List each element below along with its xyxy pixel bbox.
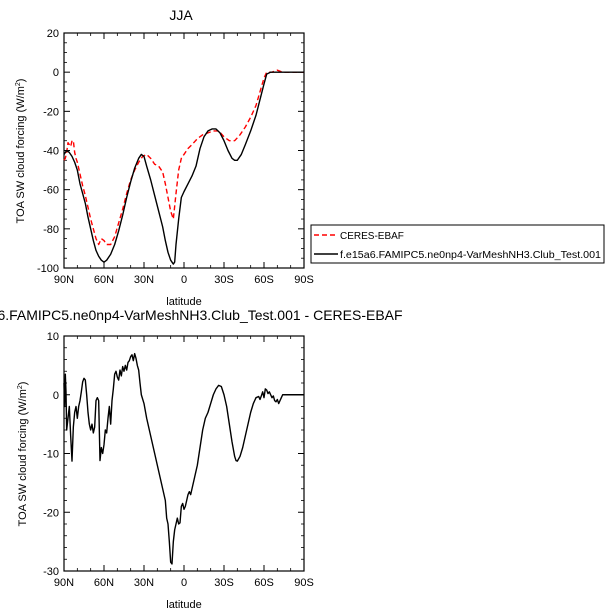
bottom-x-tick-label: 30N	[134, 577, 154, 589]
top-x-tick-label: 60N	[94, 274, 114, 286]
top-ticks: 90N 60N 30N 0 30S 60S 90S 20 0 -20 -40 -60 -80 -100	[37, 28, 314, 286]
top-x-axis-label: latitude	[166, 296, 201, 308]
bottom-x-tick-label: 60S	[254, 577, 274, 589]
legend: CERES-EBAF f.e15a6.FAMIPC5.ne0np4-VarMes…	[310, 224, 605, 264]
bottom-x-tick-label: 0	[181, 577, 187, 589]
legend-label-model: f.e15a6.FAMIPC5.ne0np4-VarMeshNH3.Club_T…	[340, 250, 601, 261]
top-series-line-ceres	[63, 69, 304, 246]
top-panel-title: JJA	[169, 7, 193, 23]
top-plot-frame	[63, 32, 305, 269]
top-x-tick-label: 30S	[214, 274, 234, 286]
bottom-panel: 6.FAMIPC5.ne0np4-VarMeshNH3.Club_Test.00…	[0, 307, 403, 611]
top-y-tick-label: -80	[43, 224, 59, 236]
bottom-panel-title: 6.FAMIPC5.ne0np4-VarMeshNH3.Club_Test.00…	[0, 307, 403, 323]
bottom-y-tick-label: -30	[43, 566, 59, 578]
bottom-y-tick-label: 10	[47, 331, 59, 343]
top-series-line-model	[63, 71, 304, 265]
top-y-tick-label: -100	[37, 263, 59, 275]
bottom-ticks: 90N 60N 30N 0 30S 60S 90S 10 0 -10 -20 -30	[43, 331, 314, 589]
top-y-tick-label: -20	[43, 106, 59, 118]
legend-box	[310, 224, 605, 264]
bottom-y-axis-label: TOA SW cloud forcing (W/m2)	[17, 382, 29, 527]
bottom-y-tick-label: 0	[53, 390, 59, 402]
top-x-tick-label: 90S	[294, 274, 314, 286]
top-panel: JJA latitude TOA SW cloud forcing (W/m2)…	[15, 7, 314, 308]
bottom-y-tick-label: -10	[43, 449, 59, 461]
top-x-tick-label: 60S	[254, 274, 274, 286]
legend-label-ceres: CERES-EBAF	[340, 231, 404, 242]
bottom-series-line-difference	[63, 352, 304, 565]
top-x-tick-label: 90N	[54, 274, 74, 286]
top-x-tick-label: 30N	[134, 274, 154, 286]
top-y-axis-label: TOA SW cloud forcing (W/m2)	[15, 79, 27, 224]
bottom-x-tick-label: 90N	[54, 577, 74, 589]
bottom-x-tick-label: 90S	[294, 577, 314, 589]
top-y-tick-label: -40	[43, 146, 59, 158]
bottom-x-axis-label: latitude	[166, 599, 201, 611]
top-y-tick-label: 0	[53, 67, 59, 79]
top-y-tick-label: 20	[47, 28, 59, 40]
bottom-x-tick-label: 30S	[214, 577, 234, 589]
bottom-y-tick-label: -20	[43, 507, 59, 519]
top-x-tick-label: 0	[181, 274, 187, 286]
bottom-x-tick-label: 60N	[94, 577, 114, 589]
top-y-tick-label: -60	[43, 185, 59, 197]
